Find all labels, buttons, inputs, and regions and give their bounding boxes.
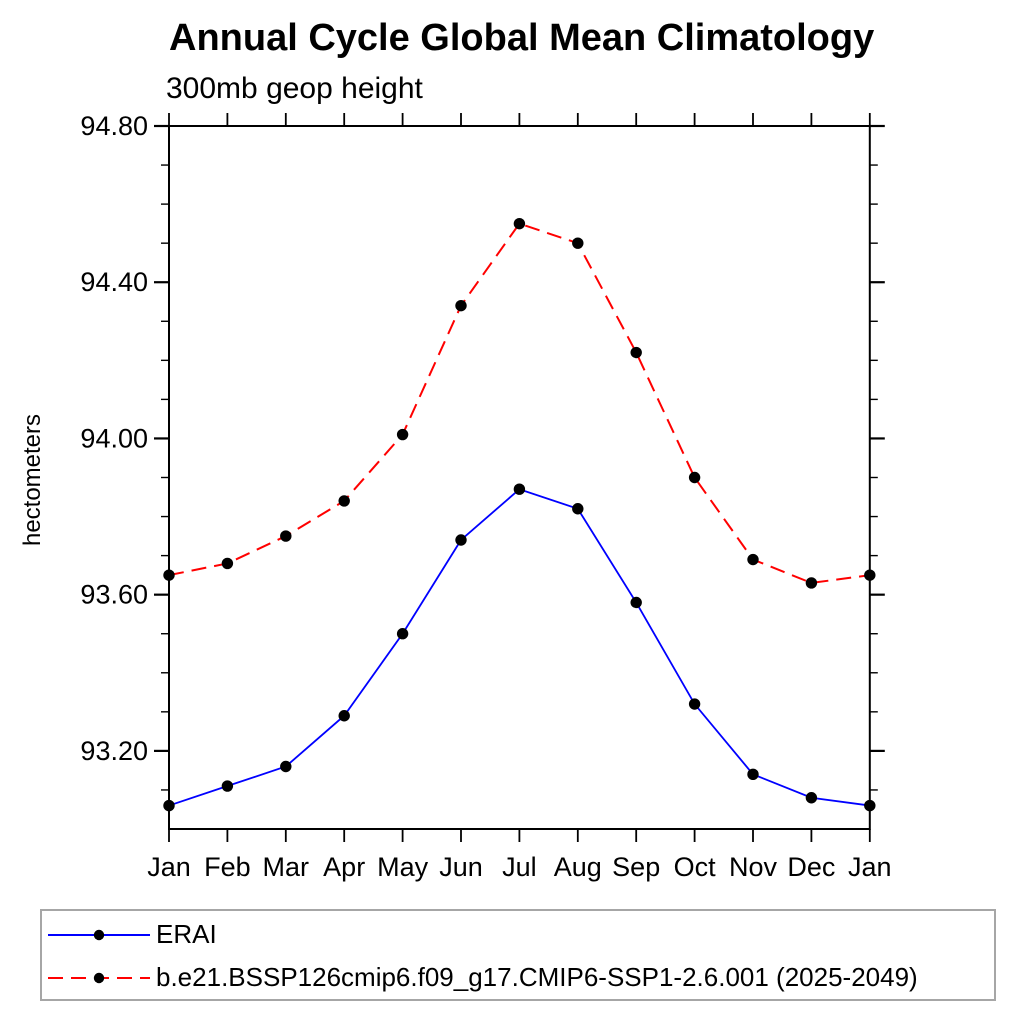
legend-item-model: b.e21.BSSP126cmip6.f09_g17.CMIP6-SSP1-2.… (42, 956, 994, 999)
legend-sample-solid-line (48, 929, 150, 940)
data-point-marker (396, 628, 409, 640)
legend-label-erai: ERAI (156, 919, 217, 949)
legend-label-model: b.e21.BSSP126cmip6.f09_g17.CMIP6-SSP1-2.… (156, 962, 918, 992)
data-point-marker (280, 530, 292, 542)
data-point-marker (747, 768, 759, 781)
data-point-marker (688, 471, 701, 484)
data-point-marker (805, 577, 818, 589)
data-point-marker (572, 503, 584, 515)
x-tick-label: Sep (612, 852, 660, 882)
data-point-marker (630, 596, 642, 609)
x-tick-label: Jan (848, 852, 892, 882)
data-point-marker (805, 792, 818, 804)
series-line-erai (168, 488, 870, 807)
y-tick-label: 94.80 (80, 111, 148, 141)
data-point-marker (572, 237, 584, 249)
data-point-marker (221, 557, 234, 570)
legend-sample-dashed-line (48, 972, 150, 983)
data-point-marker (163, 799, 175, 812)
data-point-marker (163, 569, 175, 581)
legend-sample-marker (93, 929, 105, 940)
data-point-marker (630, 346, 642, 359)
data-point-marker (221, 780, 234, 792)
y-tick-label: 93.60 (80, 580, 148, 610)
x-tick-label: Aug (554, 852, 602, 882)
x-tick-label: Feb (204, 852, 251, 882)
data-point-marker (688, 698, 701, 710)
series-line-model (168, 222, 870, 584)
data-point-marker (455, 534, 467, 546)
data-point-marker (513, 483, 526, 495)
x-tick-label: Apr (323, 852, 365, 882)
x-tick-label: Oct (674, 852, 717, 882)
data-point-marker (280, 760, 292, 773)
plot-frame (168, 125, 871, 830)
data-point-marker (396, 428, 409, 441)
x-tick-label: Jun (439, 852, 483, 882)
data-point-marker (455, 299, 467, 312)
chart-title: Annual Cycle Global Mean Climatology (169, 17, 875, 59)
data-point-marker (864, 799, 876, 812)
x-tick-label: Dec (787, 852, 835, 882)
y-tick-label: 94.00 (80, 423, 148, 453)
y-tick-label: 94.40 (80, 267, 148, 297)
data-point-marker (338, 710, 350, 722)
data-point-marker (513, 217, 526, 230)
x-tick-label: Mar (263, 852, 310, 882)
legend-sample-marker (93, 972, 105, 983)
legend-item-erai: ERAI (42, 913, 994, 956)
x-tick-label: Nov (729, 852, 778, 882)
x-tick-label: May (377, 852, 429, 882)
chart-subtitle: 300mb geop height (166, 72, 423, 105)
legend-box: ERAI b.e21.BSSP126cmip6.f09_g17.CMIP6-SS… (40, 909, 996, 1001)
x-tick-label: Jan (147, 852, 191, 882)
x-tick-label: Jul (502, 852, 537, 882)
data-point-marker (338, 495, 350, 507)
data-point-marker (864, 569, 876, 581)
data-point-marker (747, 553, 759, 566)
y-tick-label: 93.20 (80, 736, 148, 766)
